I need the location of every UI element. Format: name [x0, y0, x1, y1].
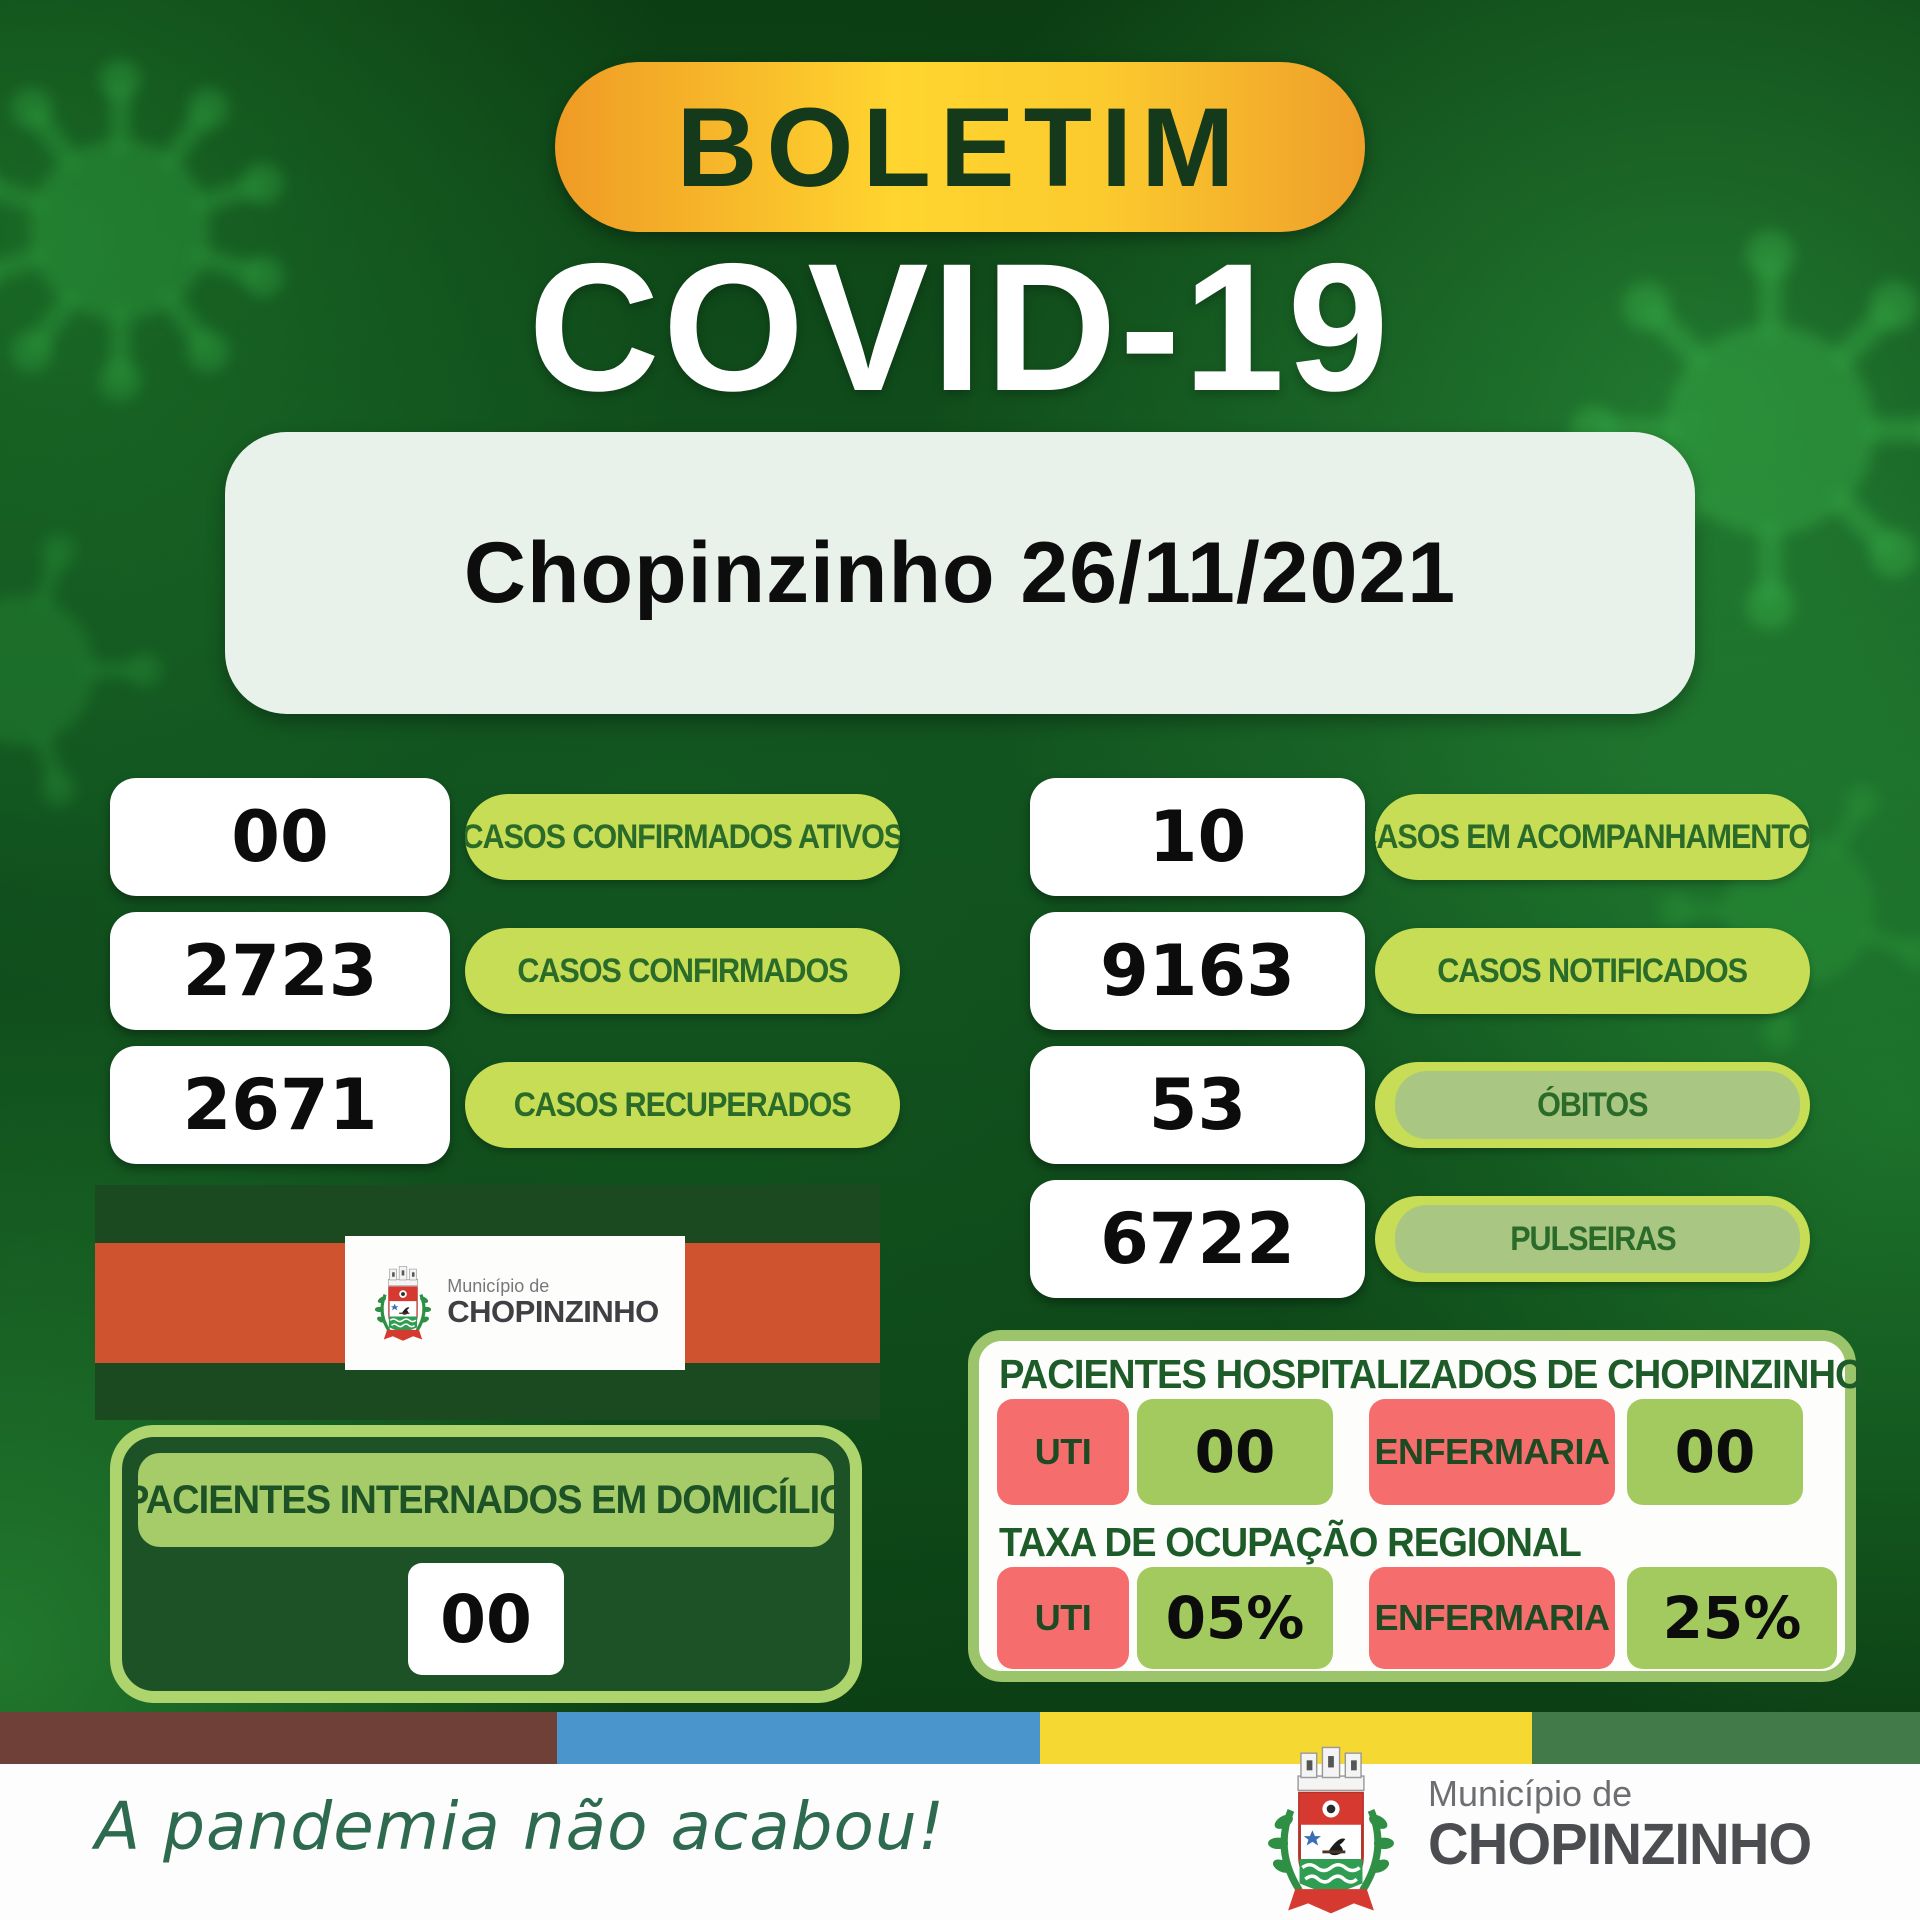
- regional-enfermaria-value-pill: 25%: [1627, 1567, 1837, 1669]
- muted-inner-bar: [1395, 1205, 1800, 1273]
- regional-enfermaria-value: 25%: [1662, 1584, 1802, 1652]
- regional-uti-value: 05%: [1165, 1584, 1305, 1652]
- home-care-title-bar: PACIENTES INTERNADOS EM DOMICÍLIO: [138, 1453, 834, 1547]
- stat-value: 53: [1030, 1046, 1365, 1164]
- stat-value: 00: [110, 778, 450, 896]
- flag-org-name: CHOPINZINHO: [447, 1294, 659, 1330]
- home-care-title: PACIENTES INTERNADOS EM DOMICÍLIO: [138, 1477, 834, 1522]
- home-care-box: PACIENTES INTERNADOS EM DOMICÍLIO 00: [110, 1425, 862, 1703]
- flag-org-label: Município de: [447, 1276, 550, 1297]
- footer-org-text: Município de CHOPINZINHO: [1428, 1776, 1823, 1874]
- flag-white-square: Município de CHOPINZINHO: [345, 1236, 685, 1370]
- footer-municipality-crest-icon: [1256, 1736, 1406, 1920]
- stat-label: PULSEIRAS: [1509, 1219, 1676, 1258]
- city-date-text: Chopinzinho 26/11/2021: [463, 524, 1457, 621]
- hospital-panel: PACIENTES HOSPITALIZADOS DE CHOPINZINHO …: [968, 1330, 1865, 1682]
- stat-row-casos-confirmados-ativos: 00 CASOS CONFIRMADOS ATIVOS: [110, 778, 900, 896]
- stat-row-casos-em-acompanhamentos: 10 CASOS EM ACOMPANHAMENTOS: [1030, 778, 1810, 896]
- stat-label: CASOS CONFIRMADOS: [517, 951, 848, 990]
- virus-icon: [0, 59, 284, 401]
- stat-row-casos-notificados: 9163 CASOS NOTIFICADOS: [1030, 912, 1810, 1030]
- stat-label-pill: CASOS RECUPERADOS: [465, 1062, 900, 1148]
- stat-row-obitos: 53 ÓBITOS: [1030, 1046, 1810, 1164]
- page-title: COVID-19: [528, 225, 1392, 429]
- stat-label-pill: CASOS NOTIFICADOS: [1375, 928, 1810, 1014]
- stat-label: ÓBITOS: [1537, 1085, 1648, 1124]
- footer-org-name: CHOPINZINHO: [1428, 1812, 1812, 1877]
- stat-label-pill: PULSEIRAS: [1375, 1196, 1810, 1282]
- stat-value: 6722: [1030, 1180, 1365, 1298]
- slogan-text: A pandemia não acabou!: [95, 1788, 946, 1865]
- home-care-value: 00: [408, 1563, 564, 1675]
- regional-uti-value-pill: 05%: [1137, 1567, 1333, 1669]
- footer-org-label: Município de: [1428, 1773, 1633, 1814]
- regional-occupancy-title: TAXA DE OCUPAÇÃO REGIONAL: [999, 1519, 1582, 1565]
- stat-label: CASOS EM ACOMPANHAMENTOS: [1375, 817, 1810, 856]
- uti-label-pill: UTI: [997, 1399, 1129, 1505]
- stat-row-casos-recuperados: 2671 CASOS RECUPERADOS: [110, 1046, 900, 1164]
- stripe-yellow: [1040, 1712, 1532, 1764]
- stat-value: 2671: [110, 1046, 450, 1164]
- boletim-badge-label: BOLETIM: [676, 84, 1244, 210]
- stat-row-casos-confirmados: 2723 CASOS CONFIRMADOS: [110, 912, 900, 1030]
- regional-enfermaria-label-pill: ENFERMARIA: [1369, 1567, 1615, 1669]
- stat-value: 2723: [110, 912, 450, 1030]
- uti-value-pill: 00: [1137, 1399, 1333, 1505]
- uti-label: UTI: [1034, 1431, 1092, 1472]
- stat-label: CASOS NOTIFICADOS: [1437, 951, 1749, 990]
- stripe-blue: [557, 1712, 1040, 1764]
- stat-value: 10: [1030, 778, 1365, 896]
- enfermaria-label: ENFERMARIA: [1374, 1431, 1611, 1472]
- stat-label: CASOS RECUPERADOS: [514, 1085, 852, 1124]
- muted-inner-bar: [1395, 1071, 1800, 1139]
- stat-label: CASOS CONFIRMADOS ATIVOS: [465, 817, 900, 856]
- boletim-badge: BOLETIM: [555, 62, 1365, 232]
- enfermaria-value-pill: 00: [1627, 1399, 1803, 1505]
- regional-uti-label: UTI: [1034, 1597, 1092, 1638]
- footer: [0, 1764, 1920, 1920]
- regional-enfermaria-label: ENFERMARIA: [1374, 1597, 1611, 1638]
- stat-label-pill: CASOS EM ACOMPANHAMENTOS: [1375, 794, 1810, 880]
- uti-value: 00: [1194, 1418, 1276, 1486]
- enfermaria-label-pill: ENFERMARIA: [1369, 1399, 1615, 1505]
- enfermaria-value: 00: [1674, 1418, 1756, 1486]
- stat-value: 9163: [1030, 912, 1365, 1030]
- hospital-title: PACIENTES HOSPITALIZADOS DE CHOPINZINHO: [999, 1351, 1865, 1397]
- stat-label-pill: ÓBITOS: [1375, 1062, 1810, 1148]
- stat-row-pulseiras: 6722 PULSEIRAS: [1030, 1180, 1810, 1298]
- municipality-crest-icon: [373, 1264, 434, 1343]
- stat-label-pill: CASOS CONFIRMADOS ATIVOS: [465, 794, 900, 880]
- stripe-green: [1532, 1712, 1920, 1764]
- virus-icon: [0, 533, 163, 807]
- municipality-flag-panel: Município de CHOPINZINHO: [95, 1185, 880, 1420]
- city-date-banner: Chopinzinho 26/11/2021: [225, 432, 1695, 714]
- regional-uti-label-pill: UTI: [997, 1567, 1129, 1669]
- flag-org-text: Município de CHOPINZINHO: [447, 1277, 659, 1328]
- stat-label-pill: CASOS CONFIRMADOS: [465, 928, 900, 1014]
- stripe-maroon: [0, 1712, 557, 1764]
